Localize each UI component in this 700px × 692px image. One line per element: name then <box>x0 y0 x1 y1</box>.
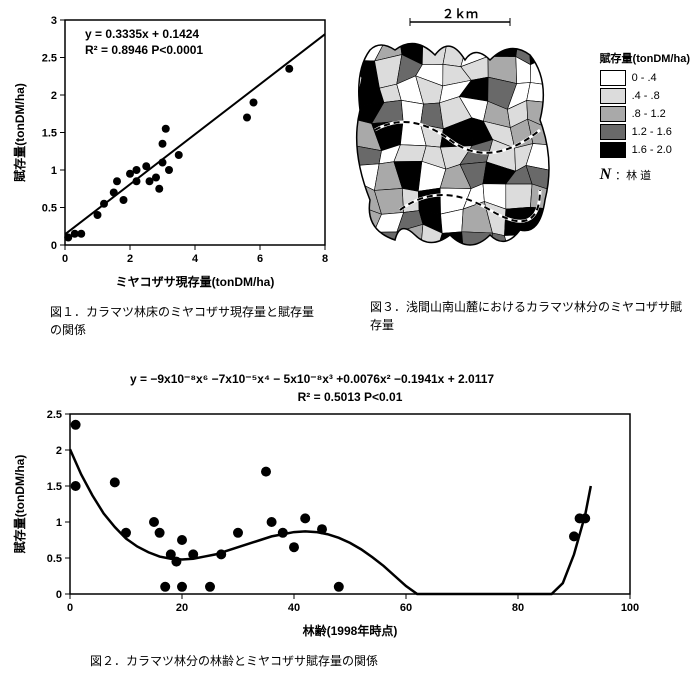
legend-item: 1.2 - 1.6 <box>600 124 690 140</box>
fig3-legend: 賦存量(tonDM/ha) 0 - .4 .4 - .8 .8 - 1.2 1.2 -… <box>600 50 690 186</box>
legend-label: 1.6 - 2.0 <box>632 144 672 156</box>
legend-swatch <box>600 106 626 122</box>
svg-text:8: 8 <box>322 253 328 265</box>
svg-text:2.5: 2.5 <box>47 409 62 421</box>
svg-text:林齢(1998年時点): 林齢(1998年時点) <box>303 623 398 638</box>
svg-text:賦存量(tonDM/ha): 賦存量(tonDM/ha) <box>12 83 27 183</box>
fig1-container: 0 2 4 6 8 0 0.5 1 1.5 2 2.5 3 ミヤコザサ現存量(tonDM/ha) 賦存量(… <box>10 10 340 339</box>
legend-item: 0 - .4 <box>600 70 690 86</box>
svg-text:賦存量(tonDM/ha): 賦存量(tonDM/ha) <box>12 455 27 555</box>
fig1-plot: 0 2 4 6 8 0 0.5 1 1.5 2 2.5 3 ミヤコザサ現存量(tonDM/ha) 賦存量(… <box>10 10 340 295</box>
svg-text:40: 40 <box>288 602 300 614</box>
svg-text:2.5: 2.5 <box>42 53 57 65</box>
road-symbol: N <box>600 166 612 184</box>
svg-text:２ｋｍ: ２ｋｍ <box>442 7 478 21</box>
svg-text:6: 6 <box>257 253 263 265</box>
fig3-road-legend: N ：林 道 <box>600 166 690 184</box>
svg-text:2: 2 <box>51 90 57 102</box>
svg-text:0.5: 0.5 <box>42 203 57 215</box>
svg-text:R² = 0.8946 P<0.0001: R² = 0.8946 P<0.0001 <box>85 43 203 57</box>
legend-item: 1.6 - 2.0 <box>600 142 690 158</box>
fig3-plot: ２ｋｍ 賦存量(tonDM/ha) 0 - .4 .4 - .8 .8 - 1.2 1… <box>340 10 690 290</box>
legend-swatch <box>600 70 626 86</box>
svg-text:1.5: 1.5 <box>47 481 62 493</box>
svg-text:80: 80 <box>512 602 524 614</box>
legend-swatch <box>600 88 626 104</box>
legend-item: .8 - 1.2 <box>600 106 690 122</box>
fig2-plot: 0 20 40 60 80 100 0 0.5 1 1.5 2 2.5 林齢(1998年時点) 賦存量(t… <box>10 369 690 644</box>
svg-text:0: 0 <box>67 602 73 614</box>
svg-text:0: 0 <box>56 589 62 601</box>
svg-text:0.5: 0.5 <box>47 553 62 565</box>
svg-text:20: 20 <box>176 602 188 614</box>
legend-label: .8 - 1.2 <box>632 108 666 120</box>
legend-swatch <box>600 142 626 158</box>
svg-text:60: 60 <box>400 602 412 614</box>
svg-text:1.5: 1.5 <box>42 128 57 140</box>
svg-text:4: 4 <box>192 253 199 265</box>
svg-text:1: 1 <box>51 165 57 177</box>
svg-text:2: 2 <box>127 253 133 265</box>
svg-text:100: 100 <box>621 602 639 614</box>
svg-text:y = −9x10⁻⁸x⁶ −7x10⁻⁵x⁴ − 5x10: y = −9x10⁻⁸x⁶ −7x10⁻⁵x⁴ − 5x10⁻⁸x³ +0.00… <box>130 372 494 386</box>
top-row: 0 2 4 6 8 0 0.5 1 1.5 2 2.5 3 ミヤコザサ現存量(tonDM/ha) 賦存量(… <box>10 10 690 339</box>
legend-label: 1.2 - 1.6 <box>632 126 672 138</box>
legend-label: .4 - .8 <box>632 90 660 102</box>
fig3-container: ２ｋｍ 賦存量(tonDM/ha) 0 - .4 .4 - .8 .8 - 1.2 1… <box>340 10 690 339</box>
svg-text:0: 0 <box>62 253 68 265</box>
svg-text:y = 0.3335x + 0.1424: y = 0.3335x + 0.1424 <box>85 27 199 41</box>
svg-text:3: 3 <box>51 15 57 27</box>
svg-text:0: 0 <box>51 240 57 252</box>
svg-text:R² = 0.5013 P<0.01: R² = 0.5013 P<0.01 <box>298 390 403 404</box>
svg-text:2: 2 <box>56 445 62 457</box>
fig2-container: 0 20 40 60 80 100 0 0.5 1 1.5 2 2.5 林齢(1998年時点) 賦存量(t… <box>10 369 690 670</box>
legend-item: .4 - .8 <box>600 88 690 104</box>
fig1-caption: 図１．カラマツ林床のミヤコザサ現存量と賦存量の関係 <box>10 303 340 339</box>
fig3-legend-title: 賦存量(tonDM/ha) <box>600 50 690 66</box>
fig3-caption: 図３．浅間山南山麓におけるカラマツ林分のミヤコザサ賦存量 <box>340 298 690 334</box>
road-label: ：林 道 <box>615 167 651 183</box>
legend-swatch <box>600 124 626 140</box>
fig2-caption: 図２．カラマツ林分の林齢とミヤコザサ賦存量の関係 <box>10 652 690 670</box>
legend-label: 0 - .4 <box>632 72 657 84</box>
svg-text:1: 1 <box>56 517 62 529</box>
svg-text:ミヤコザサ現存量(tonDM/ha): ミヤコザサ現存量(tonDM/ha) <box>116 274 275 289</box>
